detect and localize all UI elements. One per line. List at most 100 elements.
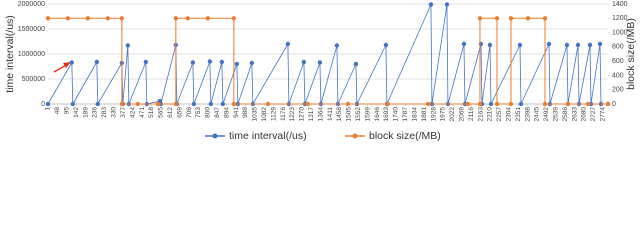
series — [45, 16, 611, 107]
data-point — [190, 60, 196, 65]
data-point — [185, 16, 191, 21]
x-tick-label: 1364 — [317, 107, 324, 122]
y-axis-title: time interval(/us) — [4, 15, 16, 93]
x-tick-label: 2680 — [581, 107, 588, 122]
x-tick-label: 753 — [195, 107, 202, 118]
data-point — [119, 16, 125, 21]
data-point — [173, 16, 179, 21]
data-point — [191, 101, 197, 107]
x-tick-label: 894 — [223, 107, 230, 118]
data-point — [508, 16, 514, 21]
x-tick-label: 2069 — [458, 107, 465, 122]
x-tick-label: 1129 — [270, 107, 277, 121]
data-point — [585, 101, 591, 107]
data-point — [334, 43, 340, 48]
legend-label: block size(/MB) — [369, 130, 441, 142]
x-tick-label: 2116 — [468, 107, 475, 121]
x-tick-label: 2210 — [487, 107, 494, 122]
x-tick-label: 1975 — [440, 107, 447, 122]
y2-tick-label: 0 — [612, 101, 616, 108]
data-point — [285, 41, 291, 47]
x-tick-label: 565 — [158, 107, 165, 118]
y2-tick-label: 1200 — [612, 15, 628, 22]
y-tick-label: 0 — [41, 101, 45, 108]
x-tick-label: 2304 — [505, 107, 512, 122]
y2-tick-label: 800 — [612, 44, 624, 51]
legend-item: block size(/MB) — [345, 130, 441, 142]
data-point — [69, 60, 75, 65]
data-point — [95, 101, 101, 107]
data-point — [428, 2, 434, 7]
x-tick-label: 847 — [214, 107, 221, 118]
x-tick-label: 377 — [120, 107, 127, 118]
x-tick-label: 2257 — [496, 107, 503, 122]
x-tick-label: 1 — [45, 107, 52, 111]
data-point — [542, 101, 548, 107]
data-point — [301, 59, 307, 65]
y2-tick-label: 600 — [612, 58, 624, 65]
x-tick-label: 2633 — [571, 107, 578, 122]
data-point — [444, 2, 450, 7]
y2-axis-title: block size(/MB) — [625, 18, 637, 90]
data-point — [205, 16, 211, 21]
data-point — [546, 41, 552, 47]
x-tick-label: 2163 — [477, 107, 484, 122]
x-tick-label: 1270 — [299, 107, 306, 122]
data-point — [45, 101, 51, 107]
x-tick-label: 471 — [139, 107, 146, 118]
data-point — [208, 101, 214, 107]
series-line — [47, 4, 608, 106]
y-tick-label: 1500000 — [18, 26, 45, 33]
data-point — [94, 59, 100, 65]
x-tick-label: 800 — [205, 107, 212, 118]
x-tick-label: 2398 — [524, 107, 531, 122]
x-tick-label: 2539 — [553, 107, 560, 122]
x-tick-label: 1317 — [308, 107, 315, 122]
x-tick-label: 424 — [129, 107, 136, 118]
legend-item: time interval(/us) — [205, 130, 307, 142]
x-tick-label: 941 — [233, 107, 240, 118]
x-tick-label: 1223 — [289, 107, 296, 122]
x-tick-label: 1787 — [402, 107, 409, 122]
x-tick-label: 1552 — [355, 107, 362, 122]
data-point — [494, 16, 500, 21]
y-tick-label: 1000000 — [18, 51, 45, 58]
y-tick-label: 500000 — [22, 76, 45, 83]
x-tick-label: 2445 — [534, 107, 541, 122]
x-tick-label: 2727 — [590, 107, 597, 122]
x-tick-label: 1834 — [411, 107, 418, 122]
x-tick-label: 2492 — [543, 107, 550, 122]
data-point — [425, 101, 431, 107]
data-point — [305, 101, 311, 107]
data-point — [125, 43, 131, 48]
legend-label: time interval(/us) — [229, 130, 307, 142]
data-point — [477, 101, 483, 107]
data-point — [65, 16, 71, 21]
x-tick-label: 659 — [176, 107, 183, 118]
x-tick-label: 1082 — [261, 107, 268, 122]
data-point — [249, 60, 255, 66]
data-point — [494, 101, 500, 107]
y-tick-label: 2000000 — [18, 1, 45, 8]
x-tick-label: 1646 — [374, 107, 381, 122]
x-tick-label: 518 — [148, 107, 155, 118]
data-point — [143, 59, 149, 65]
data-point — [385, 101, 391, 107]
data-point — [517, 42, 523, 48]
data-point — [231, 16, 237, 21]
data-point — [575, 42, 581, 48]
x-tick-label: 706 — [186, 107, 193, 118]
x-tick-label: 2774 — [600, 107, 607, 122]
data-point — [465, 101, 471, 107]
data-point — [135, 101, 141, 107]
y2-tick-label: 200 — [612, 87, 624, 94]
data-point — [220, 101, 226, 107]
data-point — [234, 61, 240, 67]
data-point — [597, 41, 603, 47]
annotation-arrow — [53, 62, 71, 73]
data-point — [478, 41, 484, 47]
data-point — [487, 42, 493, 48]
data-point — [564, 42, 570, 48]
data-point — [219, 59, 225, 65]
x-tick-label: 95 — [64, 107, 71, 115]
